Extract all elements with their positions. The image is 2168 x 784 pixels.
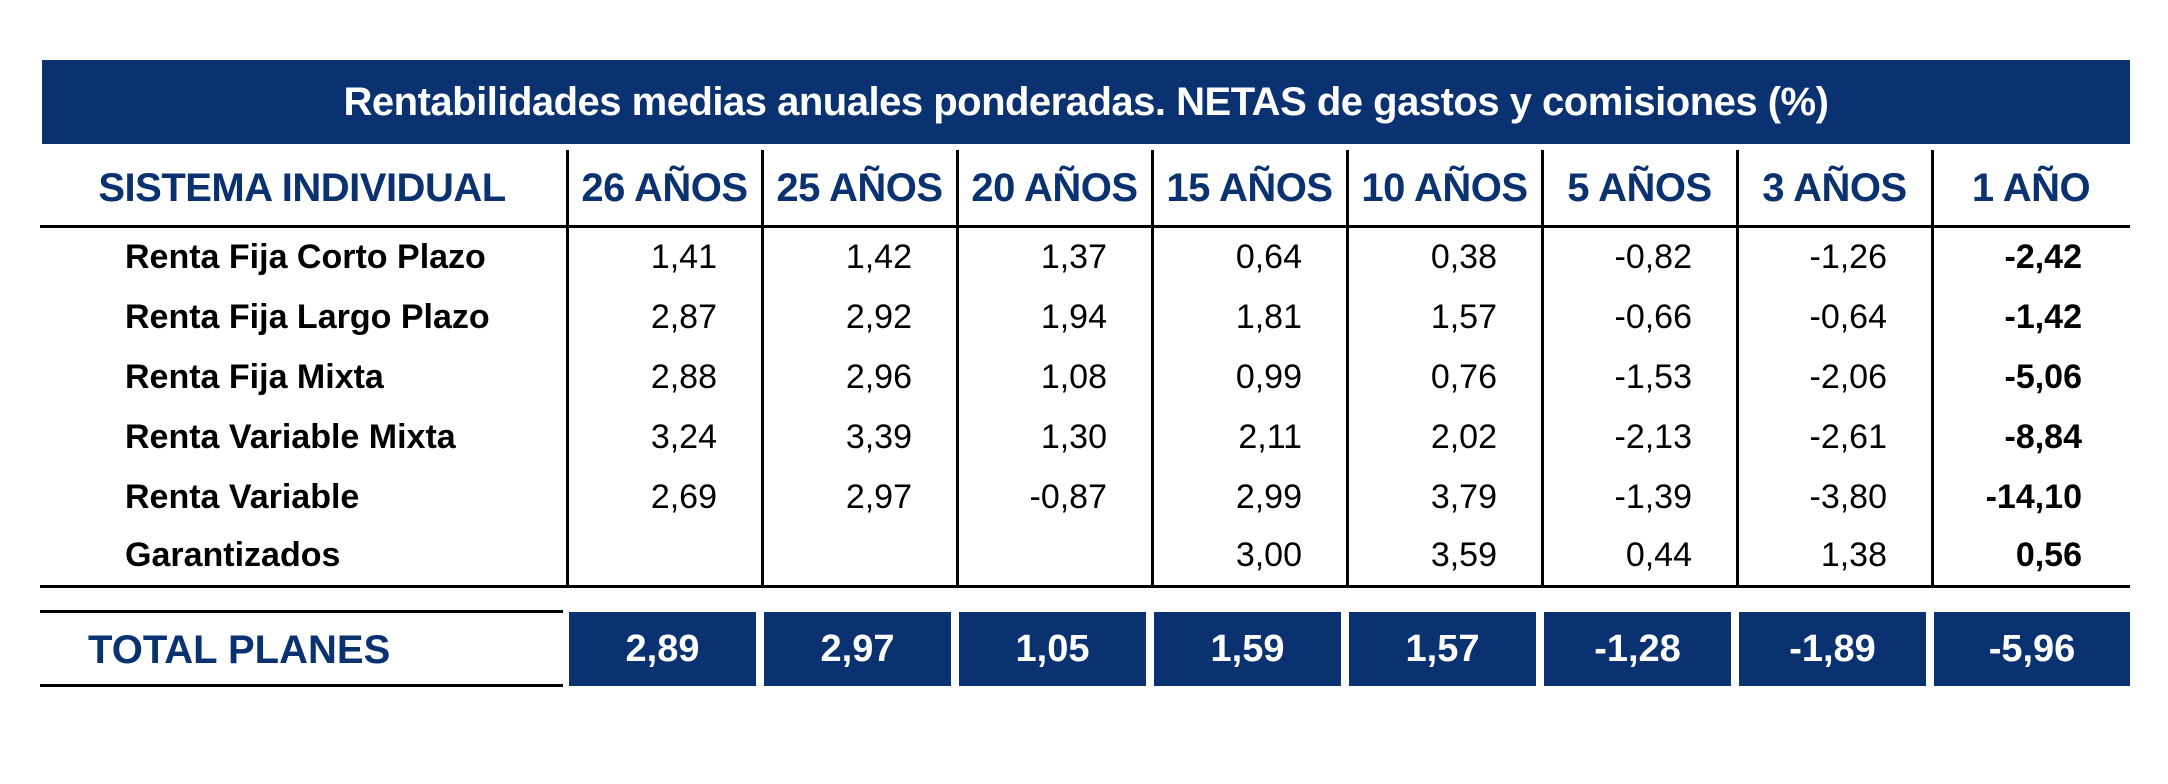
table-cell: 3,59: [1430, 535, 1497, 574]
table-cell: 3,79: [1430, 477, 1497, 516]
table-cell: -1,26: [1809, 237, 1888, 276]
table-cell: 1,94: [1040, 297, 1107, 336]
table-cell: -0,64: [1809, 297, 1888, 336]
total-value: -1,89: [1739, 612, 1926, 686]
table-cell: 0,38: [1430, 237, 1497, 276]
table-cell: 2,11: [1238, 417, 1302, 456]
table-cell: -1,39: [1614, 477, 1693, 516]
table-cell: 2,99: [1235, 477, 1302, 516]
table-cell: 3,00: [1235, 535, 1302, 574]
table-cell: 1,41: [650, 237, 717, 276]
table-cell: 2,69: [650, 477, 717, 516]
table-cell: 0,76: [1430, 357, 1497, 396]
total-value: -5,96: [1934, 612, 2130, 686]
body-bottom-rule: [40, 585, 2130, 588]
table-cell: 1,57: [1430, 297, 1497, 336]
row-label: Renta Fija Corto Plazo: [125, 237, 486, 276]
header-1y: 1 AÑO: [1971, 165, 2091, 210]
table-cell: 2,02: [1430, 417, 1497, 456]
header-10y: 10 AÑOS: [1361, 165, 1528, 210]
col-separator: [1541, 150, 1544, 587]
table-cell: -1,53: [1614, 357, 1693, 396]
table-cell: [957, 525, 1107, 585]
table-cell: 3,39: [845, 417, 912, 456]
row-label: Renta Variable: [125, 477, 360, 516]
table-cell: 0,44: [1625, 535, 1692, 574]
header-5y: 5 AÑOS: [1567, 165, 1712, 210]
header-20y: 20 AÑOS: [971, 165, 1138, 210]
total-bottom-rule: [40, 684, 563, 687]
header-26y: 26 AÑOS: [581, 165, 748, 210]
header-3y: 3 AÑOS: [1762, 165, 1907, 210]
table-cell: -2,61: [1809, 417, 1888, 456]
header-25y: 25 AÑOS: [776, 165, 943, 210]
table-cell: 1,38: [1820, 535, 1887, 574]
table-cell-1y: -8,84: [2004, 417, 2083, 456]
col-separator: [1736, 150, 1739, 587]
table-cell: 3,24: [650, 417, 717, 456]
table-cell: 2,87: [650, 297, 717, 336]
total-value: 1,05: [959, 612, 1146, 686]
total-top-rule: [40, 610, 563, 613]
table-cell: 2,88: [650, 357, 717, 396]
table-cell-1y: 0,56: [2015, 535, 2082, 574]
table-cell-1y: -14,10: [1985, 477, 2082, 516]
col-separator: [956, 150, 959, 587]
total-value: 1,59: [1154, 612, 1341, 686]
header-15y: 15 AÑOS: [1166, 165, 1333, 210]
table-cell: 0,64: [1235, 237, 1302, 276]
row-label: Renta Fija Largo Plazo: [125, 297, 490, 336]
table-cell: 1,37: [1040, 237, 1107, 276]
table-cell: [567, 525, 717, 585]
table-cell: 0,99: [1235, 357, 1302, 396]
col-separator: [761, 150, 764, 587]
table-cell: -0,87: [1029, 477, 1108, 516]
table-cell: 1,42: [845, 237, 912, 276]
header-system: SISTEMA INDIVIDUAL: [98, 165, 506, 210]
table-cell: -0,82: [1614, 237, 1693, 276]
row-label: Renta Variable Mixta: [125, 417, 456, 456]
table-cell: 2,97: [845, 477, 912, 516]
col-separator: [1931, 150, 1934, 587]
table-cell: 1,30: [1040, 417, 1107, 456]
table-cell: -0,66: [1614, 297, 1693, 336]
total-value: -1,28: [1544, 612, 1731, 686]
table-cell: 1,08: [1040, 357, 1107, 396]
table-cell: -2,13: [1614, 417, 1693, 456]
col-separator: [1151, 150, 1154, 587]
total-value: 2,97: [764, 612, 951, 686]
table-cell: 2,92: [845, 297, 912, 336]
total-value: 1,57: [1349, 612, 1536, 686]
table-cell-1y: -2,42: [2004, 237, 2083, 276]
table-cell-1y: -1,42: [2004, 297, 2083, 336]
header-bottom-rule: [40, 225, 2130, 228]
col-separator: [1346, 150, 1349, 587]
total-label: TOTAL PLANES: [88, 627, 391, 672]
table-cell-1y: -5,06: [2004, 357, 2083, 396]
table-cell: -2,06: [1809, 357, 1888, 396]
table-cell: [762, 525, 912, 585]
row-label: Renta Fija Mixta: [125, 357, 384, 396]
table-cell: -3,80: [1809, 477, 1888, 516]
table-cell: 2,96: [845, 357, 912, 396]
row-label: Garantizados: [125, 535, 341, 574]
total-value: 2,89: [569, 612, 756, 686]
col-separator: [566, 150, 569, 587]
table-cell: 1,81: [1235, 297, 1302, 336]
table-title: Rentabilidades medias anuales ponderadas…: [42, 60, 2130, 144]
